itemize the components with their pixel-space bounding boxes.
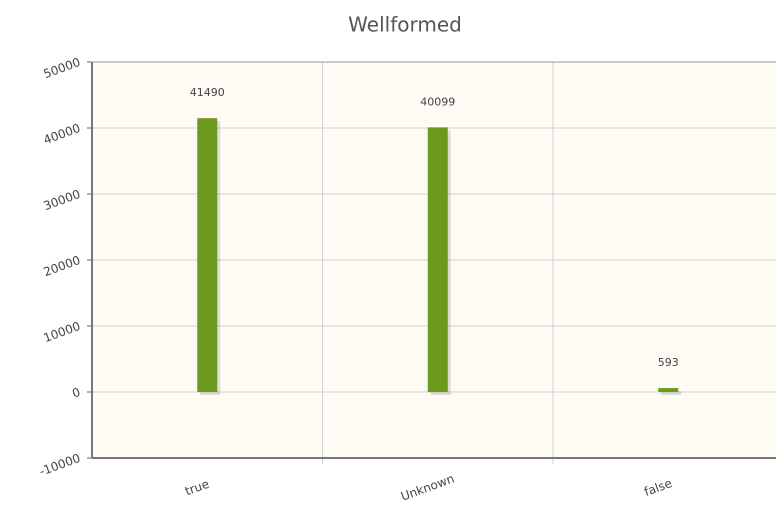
value-label: 593: [658, 356, 679, 369]
x-tick-label: false: [642, 476, 674, 499]
x-tick-label: Unknown: [399, 471, 456, 503]
y-tick-label: -10000: [37, 451, 82, 479]
y-tick-label: 0: [70, 385, 82, 401]
bar: [427, 127, 448, 392]
x-tick-label: true: [183, 477, 211, 499]
bar: [197, 118, 218, 392]
chart-title: Wellformed: [348, 13, 462, 37]
y-tick-label: 20000: [42, 253, 83, 279]
bar-shadow: [661, 391, 682, 395]
value-label: 41490: [190, 86, 225, 99]
y-tick-label: 30000: [42, 187, 83, 213]
y-tick-label: 40000: [42, 121, 83, 147]
bar: [658, 388, 679, 392]
value-label: 40099: [420, 95, 455, 108]
y-tick-label: 50000: [42, 55, 83, 81]
y-tick-label: 10000: [42, 319, 83, 345]
